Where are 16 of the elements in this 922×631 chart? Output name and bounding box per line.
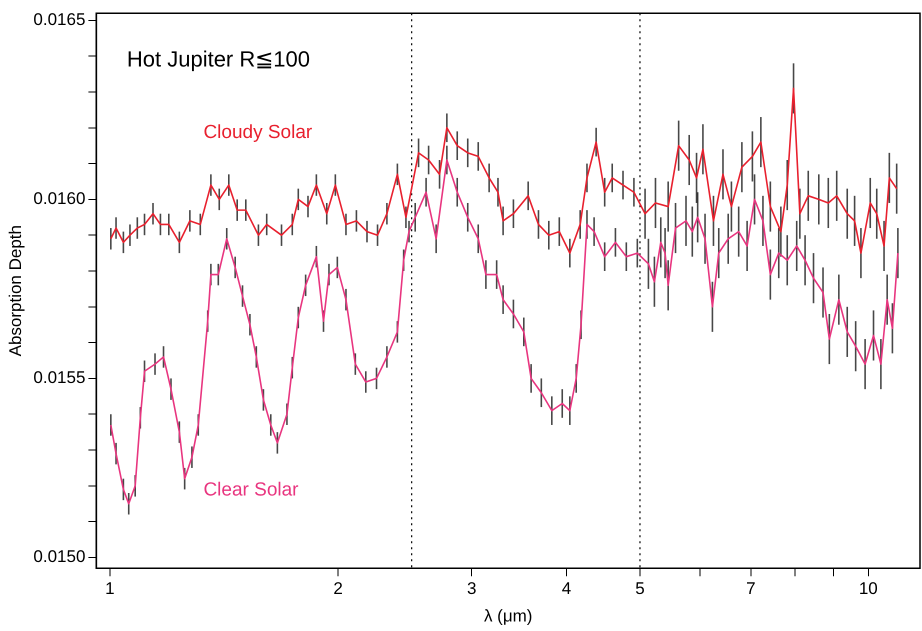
x-axis-title: λ (μm) [484, 606, 532, 626]
x-tick-label: 10 [858, 579, 878, 598]
series-label: Clear Solar [203, 480, 300, 501]
x-tick-label: 4 [562, 579, 572, 598]
annotation: Hot Jupiter R≦100 [126, 46, 310, 72]
x-tick-label: 7 [746, 579, 756, 598]
x-tick-label: 5 [635, 579, 645, 598]
x-tick-label: 3 [466, 579, 476, 598]
x-tick-label: 1 [105, 579, 115, 598]
x-tick-label: 2 [333, 579, 343, 598]
y-tick-label: 0.0155 [33, 368, 86, 388]
text: Cloudy Solar [203, 122, 313, 143]
y-tick-label: 0.0165 [33, 10, 86, 30]
y-tick-label: 0.0150 [33, 547, 86, 566]
y-tick-label: 0.0160 [33, 189, 86, 208]
y-axis-title: Absorption Depth [6, 225, 25, 356]
